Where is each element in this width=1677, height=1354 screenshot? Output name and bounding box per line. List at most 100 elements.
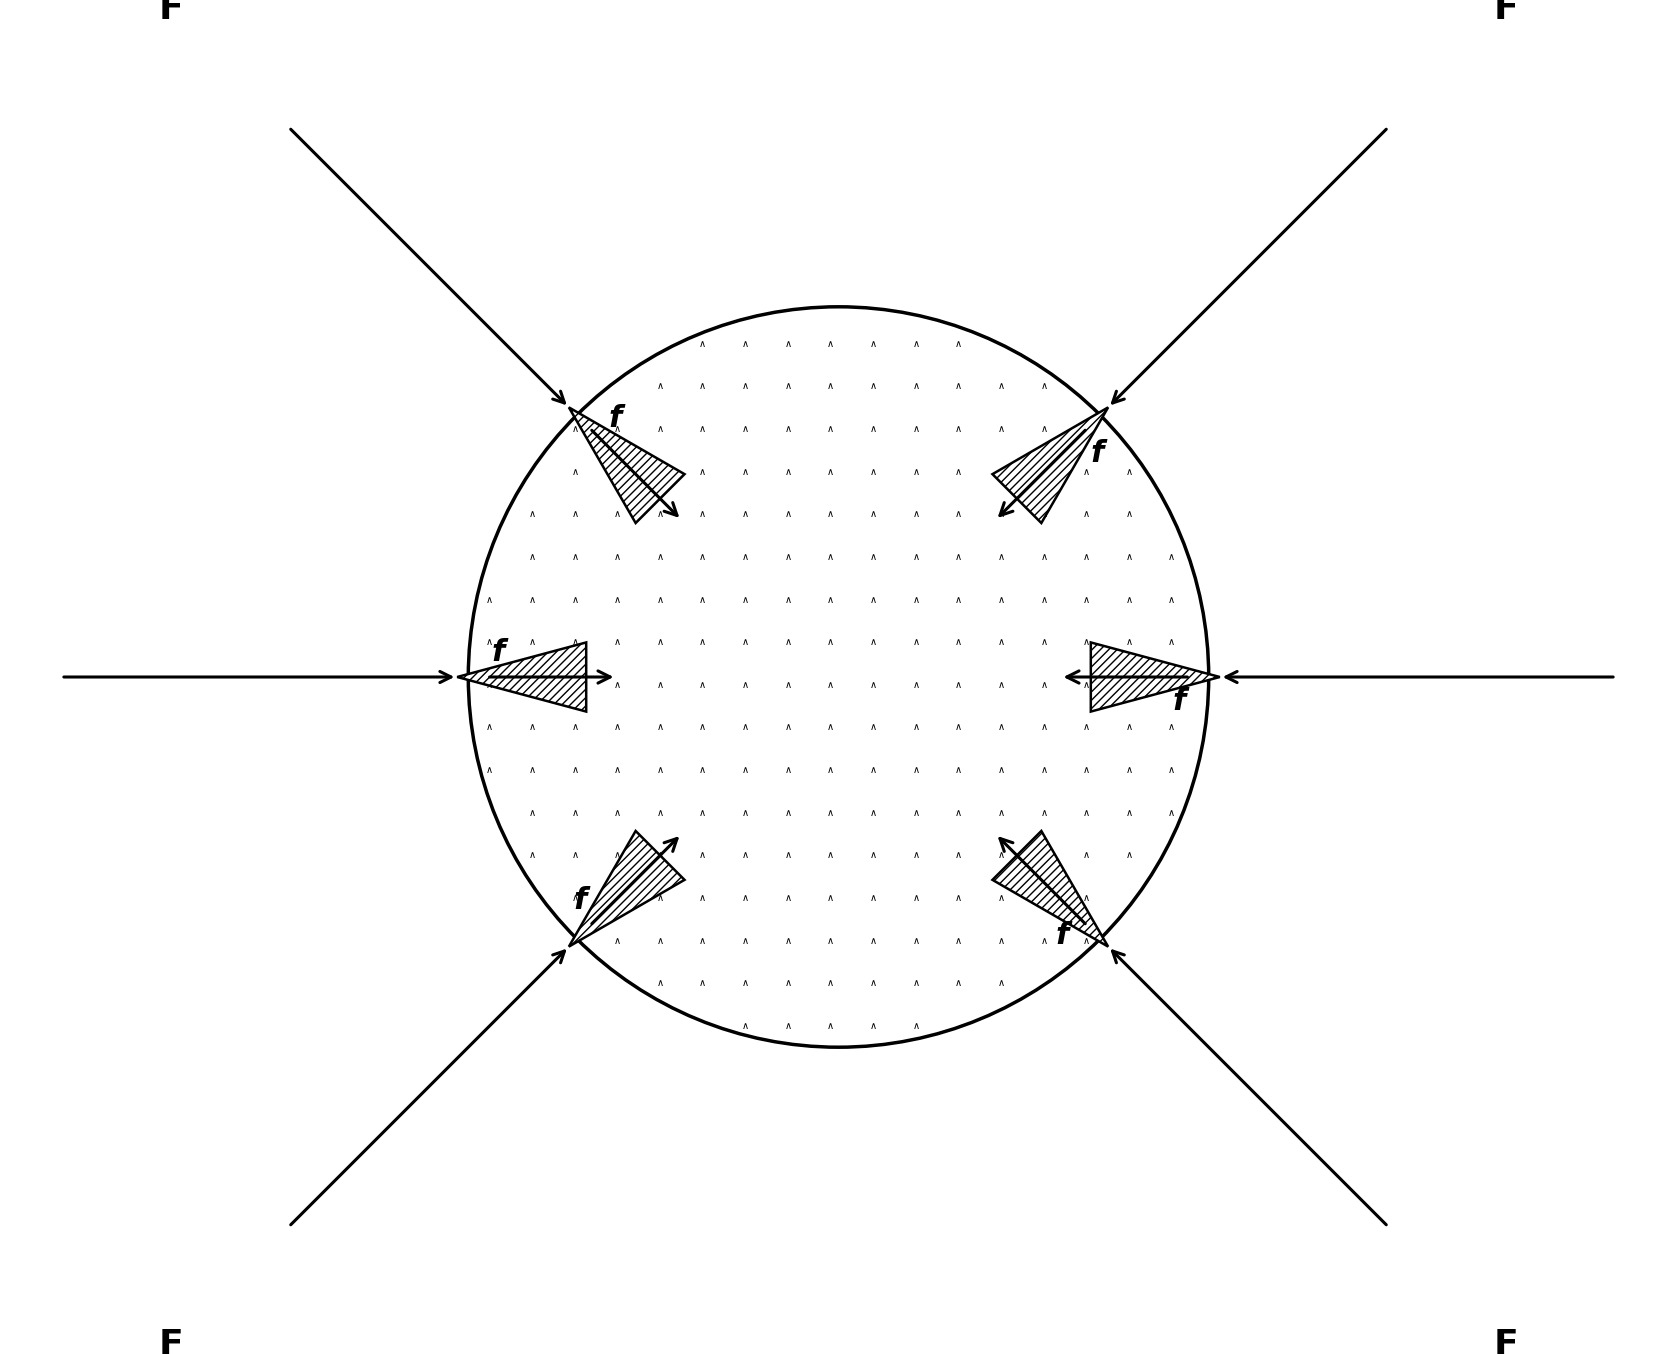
- Text: ∧: ∧: [912, 978, 919, 988]
- Text: ∧: ∧: [1169, 552, 1176, 562]
- Text: ∧: ∧: [998, 509, 1005, 520]
- Text: ∧: ∧: [699, 936, 706, 945]
- Text: ∧: ∧: [1040, 424, 1048, 435]
- Text: ∧: ∧: [1169, 808, 1176, 818]
- Text: ∧: ∧: [912, 936, 919, 945]
- Text: ∧: ∧: [1040, 552, 1048, 562]
- Text: ∧: ∧: [870, 552, 877, 562]
- Text: ∧: ∧: [1083, 467, 1090, 477]
- Text: ∧: ∧: [954, 424, 963, 435]
- Text: ∧: ∧: [572, 680, 579, 689]
- Text: ∧: ∧: [741, 552, 750, 562]
- Text: ∧: ∧: [912, 467, 919, 477]
- Text: ∧: ∧: [614, 424, 620, 435]
- Text: ∧: ∧: [870, 338, 877, 349]
- Text: ∧: ∧: [785, 552, 792, 562]
- Text: ∧: ∧: [1040, 765, 1048, 774]
- Text: ∧: ∧: [870, 765, 877, 774]
- Text: ∧: ∧: [912, 382, 919, 391]
- Text: ∧: ∧: [1040, 638, 1048, 647]
- Text: ∧: ∧: [827, 1021, 833, 1030]
- Text: ∧: ∧: [1040, 894, 1048, 903]
- Text: ∧: ∧: [998, 978, 1005, 988]
- Text: f: f: [491, 638, 505, 666]
- Text: ∧: ∧: [998, 552, 1005, 562]
- Text: F: F: [1494, 1327, 1518, 1354]
- Text: ∧: ∧: [699, 509, 706, 520]
- Text: ∧: ∧: [699, 680, 706, 689]
- Text: ∧: ∧: [741, 808, 750, 818]
- Text: ∧: ∧: [614, 509, 620, 520]
- Text: ∧: ∧: [912, 1021, 919, 1030]
- Text: ∧: ∧: [1040, 723, 1048, 733]
- Text: ∧: ∧: [785, 765, 792, 774]
- Text: ∧: ∧: [528, 509, 535, 520]
- Text: ∧: ∧: [1083, 936, 1090, 945]
- Text: ∧: ∧: [1040, 850, 1048, 860]
- Text: ∧: ∧: [870, 424, 877, 435]
- Polygon shape: [458, 642, 587, 712]
- Text: ∧: ∧: [827, 594, 833, 605]
- Text: ∧: ∧: [741, 1021, 750, 1030]
- Polygon shape: [569, 831, 684, 946]
- Text: ∧: ∧: [741, 382, 750, 391]
- Text: ∧: ∧: [827, 638, 833, 647]
- Text: ∧: ∧: [954, 594, 963, 605]
- Text: ∧: ∧: [614, 723, 620, 733]
- Text: ∧: ∧: [741, 638, 750, 647]
- Text: ∧: ∧: [1169, 594, 1176, 605]
- Text: ∧: ∧: [785, 1021, 792, 1030]
- Text: ∧: ∧: [657, 638, 664, 647]
- Text: ∧: ∧: [741, 765, 750, 774]
- Text: ∧: ∧: [741, 680, 750, 689]
- Text: ∧: ∧: [785, 894, 792, 903]
- Text: ∧: ∧: [954, 850, 963, 860]
- Text: ∧: ∧: [528, 552, 535, 562]
- Text: ∧: ∧: [572, 894, 579, 903]
- Text: ∧: ∧: [827, 680, 833, 689]
- Text: ∧: ∧: [827, 467, 833, 477]
- Text: ∧: ∧: [1083, 723, 1090, 733]
- Text: ∧: ∧: [486, 723, 493, 733]
- Text: ∧: ∧: [998, 765, 1005, 774]
- Text: ∧: ∧: [657, 723, 664, 733]
- Text: ∧: ∧: [572, 765, 579, 774]
- Text: ∧: ∧: [785, 808, 792, 818]
- Text: ∧: ∧: [827, 509, 833, 520]
- Text: ∧: ∧: [870, 936, 877, 945]
- Text: ∧: ∧: [912, 894, 919, 903]
- Text: ∧: ∧: [998, 594, 1005, 605]
- Text: ∧: ∧: [572, 808, 579, 818]
- Text: ∧: ∧: [699, 338, 706, 349]
- Text: ∧: ∧: [912, 680, 919, 689]
- Text: ∧: ∧: [1169, 638, 1176, 647]
- Text: ∧: ∧: [954, 467, 963, 477]
- Text: ∧: ∧: [1083, 894, 1090, 903]
- Text: ∧: ∧: [1040, 594, 1048, 605]
- Text: ∧: ∧: [785, 638, 792, 647]
- Text: ∧: ∧: [785, 978, 792, 988]
- Text: f: f: [1172, 688, 1186, 716]
- Text: ∧: ∧: [1125, 723, 1132, 733]
- Text: ∧: ∧: [785, 509, 792, 520]
- Text: ∧: ∧: [912, 594, 919, 605]
- Text: ∧: ∧: [1083, 424, 1090, 435]
- Text: ∧: ∧: [1169, 723, 1176, 733]
- Text: ∧: ∧: [699, 723, 706, 733]
- Text: f: f: [609, 405, 622, 433]
- Text: ∧: ∧: [827, 894, 833, 903]
- Text: ∧: ∧: [1083, 680, 1090, 689]
- Text: ∧: ∧: [998, 680, 1005, 689]
- Text: ∧: ∧: [1125, 680, 1132, 689]
- Text: ∧: ∧: [827, 936, 833, 945]
- Text: ∧: ∧: [827, 808, 833, 818]
- Text: ∧: ∧: [657, 382, 664, 391]
- Text: ∧: ∧: [699, 850, 706, 860]
- Text: ∧: ∧: [741, 594, 750, 605]
- Text: ∧: ∧: [785, 424, 792, 435]
- Text: ∧: ∧: [1083, 509, 1090, 520]
- Text: ∧: ∧: [954, 382, 963, 391]
- Text: ∧: ∧: [827, 978, 833, 988]
- Text: ∧: ∧: [827, 850, 833, 860]
- Text: ∧: ∧: [657, 978, 664, 988]
